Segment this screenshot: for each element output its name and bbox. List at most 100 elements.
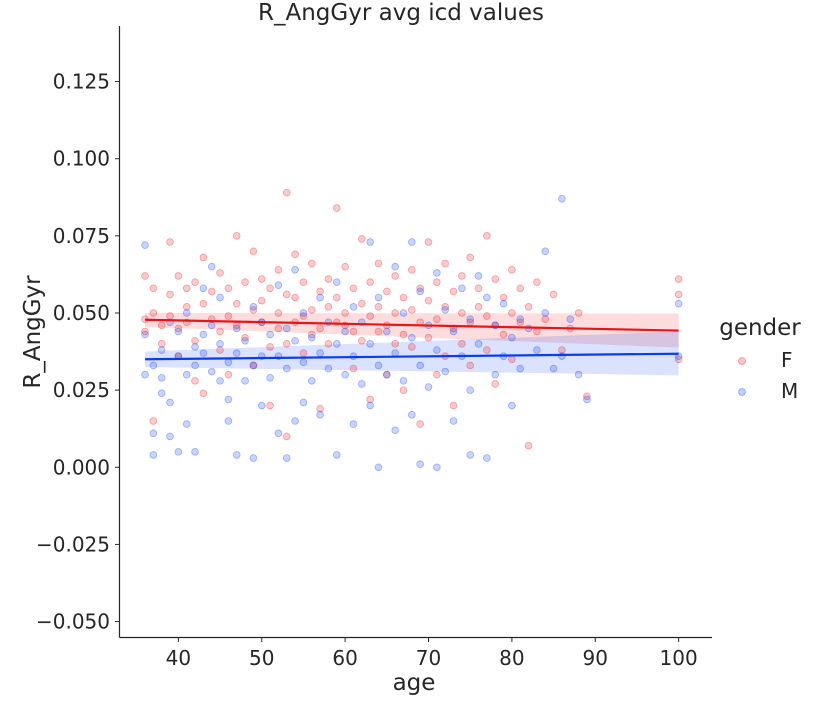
data-point-m	[458, 284, 466, 293]
data-point-m	[433, 346, 441, 354]
data-point-f	[391, 309, 399, 317]
data-point-f	[149, 417, 158, 425]
data-point-f	[466, 361, 474, 370]
data-point-m	[449, 417, 458, 425]
data-point-m	[299, 309, 308, 317]
data-point-f	[408, 343, 416, 351]
data-point-m	[307, 377, 316, 385]
data-point-f	[282, 290, 291, 299]
data-point-m	[466, 315, 474, 323]
data-point-f	[399, 386, 408, 394]
data-point-f	[508, 355, 516, 364]
chart-title: R_AngGyr avg icd values	[258, 0, 544, 26]
data-point-m	[307, 333, 316, 342]
data-point-f	[383, 370, 391, 379]
data-point-f	[374, 303, 383, 311]
data-point-m	[216, 377, 224, 385]
data-point-f	[249, 306, 258, 314]
data-point-m	[541, 309, 550, 317]
data-point-m	[374, 361, 383, 370]
data-point-f	[416, 420, 424, 428]
legend-marker-m	[738, 388, 746, 396]
data-point-m	[166, 398, 174, 407]
data-point-f	[307, 330, 316, 339]
data-point-m	[299, 398, 308, 407]
data-point-m	[199, 349, 208, 357]
data-point-m	[224, 358, 233, 367]
y-tick-label: 0.125	[53, 70, 110, 94]
data-point-m	[416, 460, 424, 468]
data-point-m	[266, 330, 274, 339]
data-point-f	[366, 312, 374, 320]
data-point-m	[199, 284, 208, 293]
data-point-f	[491, 275, 500, 283]
data-point-f	[324, 340, 333, 348]
data-point-f	[299, 278, 308, 286]
data-point-m	[157, 373, 166, 382]
data-point-m	[466, 386, 474, 394]
data-point-m	[399, 309, 408, 317]
data-point-f	[583, 392, 591, 401]
data-point-m	[474, 340, 483, 348]
regression-line-f	[144, 318, 679, 332]
data-point-m	[324, 364, 333, 373]
data-point-m	[516, 364, 525, 373]
data-point-m	[174, 327, 183, 336]
data-point-f	[199, 253, 208, 262]
data-point-m	[224, 395, 233, 404]
data-point-m	[449, 327, 458, 336]
data-point-f	[383, 287, 391, 296]
data-point-f	[449, 287, 458, 296]
data-point-m	[508, 401, 516, 410]
y-tick-label: 0.100	[53, 147, 110, 171]
data-point-m	[191, 361, 199, 370]
data-point-m	[441, 367, 449, 376]
data-point-m	[341, 370, 349, 379]
data-point-m	[191, 448, 199, 456]
data-point-f	[483, 232, 491, 240]
data-point-m	[366, 401, 374, 410]
data-point-f	[224, 284, 233, 293]
data-point-f	[499, 293, 508, 302]
y-tick-label: 0.075	[53, 224, 110, 248]
data-point-m	[332, 340, 341, 348]
data-point-f	[307, 306, 316, 314]
data-point-f	[166, 238, 174, 246]
data-point-m	[274, 281, 283, 290]
data-point-f	[349, 284, 358, 293]
data-point-m	[533, 346, 541, 354]
data-point-m	[574, 370, 583, 379]
data-point-m	[249, 454, 258, 462]
x-tick-label: 100	[660, 646, 698, 670]
x-tick-label: 50	[249, 646, 274, 670]
data-point-m	[299, 358, 308, 367]
data-point-f	[324, 303, 333, 311]
data-point-m	[266, 373, 274, 382]
y-tick-label: 0.000	[53, 455, 110, 479]
data-point-m	[408, 411, 416, 419]
data-point-f	[216, 327, 224, 336]
data-point-f	[549, 290, 558, 299]
data-point-m	[241, 336, 249, 345]
data-point-m	[182, 420, 191, 428]
data-point-f	[491, 380, 500, 388]
data-point-m	[383, 327, 391, 336]
data-point-f	[149, 309, 158, 317]
data-point-f	[232, 232, 241, 240]
data-point-f	[533, 278, 541, 286]
data-point-m	[358, 380, 366, 388]
data-point-f	[182, 284, 191, 293]
data-point-f	[349, 364, 358, 373]
data-point-m	[408, 333, 416, 342]
data-point-m	[149, 451, 158, 459]
confidence-band-m	[145, 331, 679, 376]
data-point-f	[374, 327, 383, 336]
data-point-m	[174, 448, 183, 456]
data-point-f	[458, 340, 466, 348]
data-point-m	[366, 238, 374, 246]
legend: gender F M	[719, 315, 801, 403]
data-point-m	[558, 352, 566, 360]
data-point-f	[199, 389, 208, 398]
legend-label-m: M	[781, 379, 798, 403]
data-point-f	[441, 303, 449, 311]
